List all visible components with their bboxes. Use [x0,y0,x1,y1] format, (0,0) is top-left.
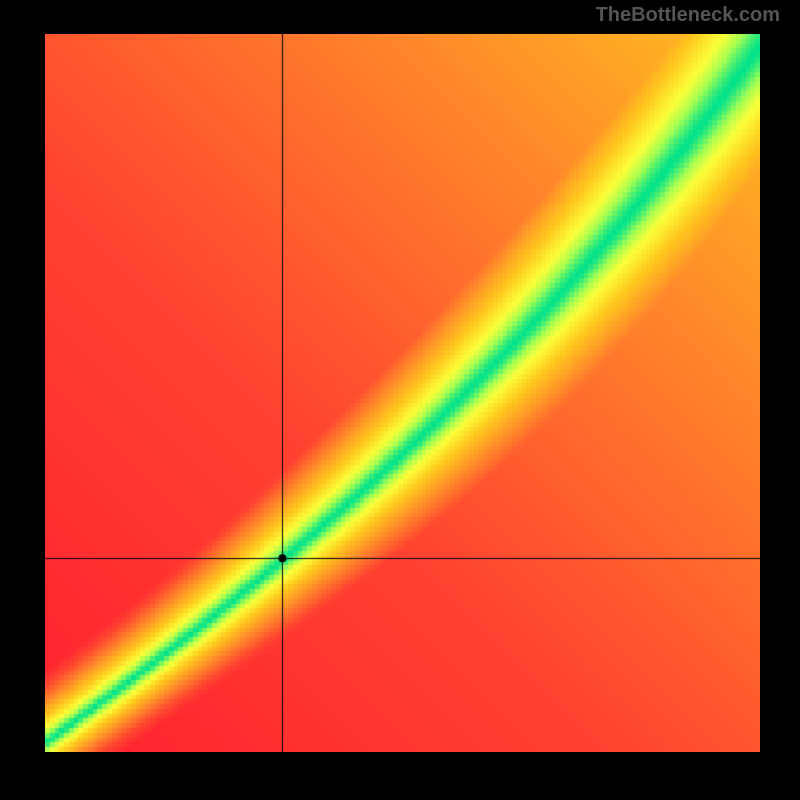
bottleneck-heatmap [45,34,760,752]
watermark-label: TheBottleneck.com [596,4,780,27]
